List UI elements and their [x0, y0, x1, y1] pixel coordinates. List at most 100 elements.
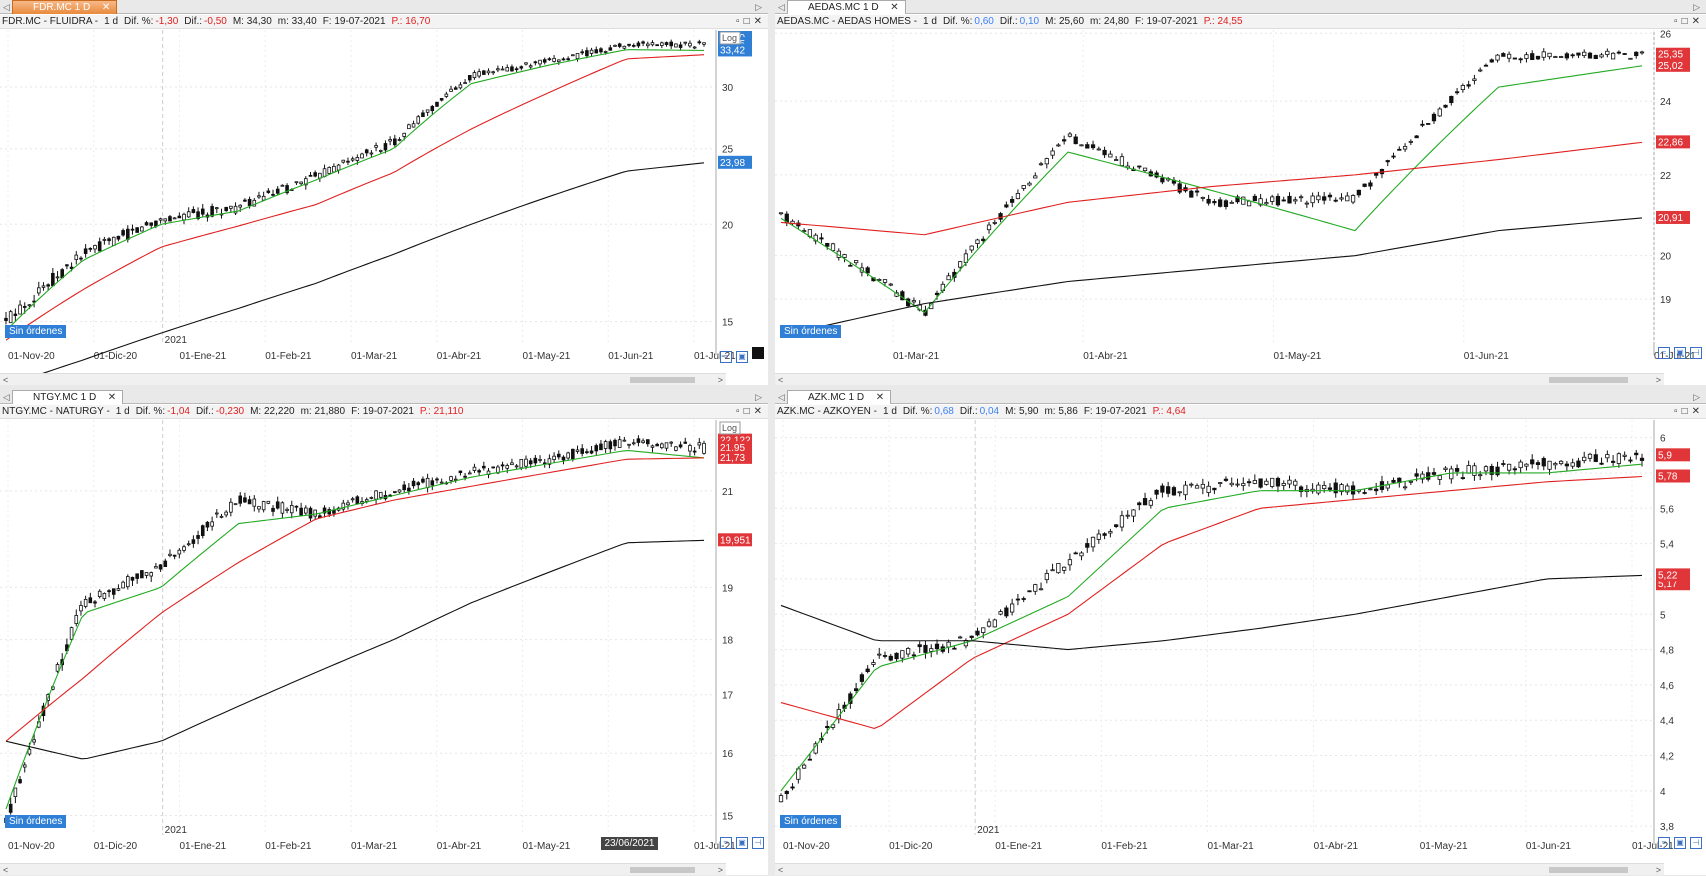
scroll-left-arrow[interactable]: <	[3, 375, 9, 385]
orders-badge[interactable]: Sin órdenes	[5, 815, 67, 828]
candle	[1212, 487, 1217, 495]
tab-scroll-left[interactable]: ◁	[778, 392, 785, 402]
candle	[1287, 192, 1292, 204]
candle	[1437, 107, 1442, 117]
wave-icon[interactable]: ≈	[720, 351, 732, 363]
chart-tab[interactable]: FDR.MC 1 D ✕	[12, 0, 118, 14]
price-chart[interactable]: 15 16 17 18 19 21 01-Nov-20 01-Dic-20 01-Ene-21 0…	[0, 420, 768, 863]
candle	[1027, 181, 1032, 187]
chart-tab[interactable]: AEDAS.MC 1 D ✕	[787, 0, 906, 14]
candle	[491, 70, 495, 75]
log-scale-toggle[interactable]: Log	[719, 421, 741, 435]
expand-icon[interactable]	[752, 347, 764, 359]
candle	[575, 445, 580, 454]
candle	[589, 446, 594, 455]
candle	[1564, 51, 1570, 61]
candle	[683, 41, 688, 46]
header-min: m: 24,80	[1090, 16, 1129, 27]
close-tab-icon[interactable]: ✕	[107, 392, 117, 403]
candle	[135, 227, 139, 233]
scroll-left-arrow[interactable]: <	[3, 865, 9, 875]
candle	[1085, 538, 1090, 553]
candle	[1218, 197, 1223, 208]
save-icon[interactable]: ▣	[1674, 347, 1686, 359]
tab-scroll-left[interactable]: ◁	[3, 2, 10, 12]
candle	[1408, 139, 1413, 146]
expand-icon[interactable]: ⊣	[752, 837, 764, 849]
save-icon[interactable]: ▣	[1674, 837, 1686, 849]
tab-scroll-right[interactable]: ▷	[1693, 2, 1700, 12]
close-tab-icon[interactable]: ✕	[890, 2, 899, 13]
candle	[1553, 461, 1558, 470]
candle	[1200, 478, 1205, 495]
save-icon[interactable]: ▣	[736, 351, 748, 363]
tab-scroll-right[interactable]: ▷	[755, 392, 762, 402]
tab-scroll-left[interactable]: ◁	[3, 392, 10, 402]
candle	[1426, 466, 1431, 482]
horizontal-scrollbar[interactable]: < >	[0, 863, 726, 875]
chart-pane-fdr[interactable]: ◁ FDR.MC 1 D ✕ ▷ FDR.MC - FLUIDRA - 1 d Dif. %…	[0, 0, 768, 385]
wave-icon[interactable]: ≈	[720, 837, 732, 849]
candle	[1431, 112, 1437, 125]
scroll-thumb[interactable]	[1548, 377, 1628, 383]
chart-tab[interactable]: NTGY.MC 1 D ✕	[12, 390, 124, 404]
scroll-right-arrow[interactable]: >	[1655, 375, 1661, 385]
chart-pane-ntgy[interactable]: ◁ NTGY.MC 1 D ✕ ▷ NTGY.MC - NATURGY - 1 d Dif.…	[0, 390, 768, 875]
candle	[1402, 143, 1408, 152]
header-min: m: 21,880	[300, 406, 346, 417]
orders-badge[interactable]: Sin órdenes	[5, 325, 67, 338]
price-chart[interactable]: 15 20 25 30 01-Nov-20 01-Dic-20 01-Ene-21 01-Fe…	[0, 30, 768, 373]
candle	[186, 207, 191, 218]
candle	[102, 236, 107, 245]
scroll-right-arrow[interactable]: >	[717, 375, 723, 385]
horizontal-scrollbar[interactable]: < >	[775, 863, 1664, 875]
window-controls[interactable]: ▫□✕	[1674, 406, 1704, 417]
chart-pane-aedas[interactable]: ◁ AEDAS.MC 1 D ✕ ▷ AEDAS.MC - AEDAS HOMES - 1…	[775, 0, 1706, 385]
scroll-right-arrow[interactable]: >	[1655, 865, 1661, 875]
scroll-left-arrow[interactable]: <	[778, 865, 784, 875]
scroll-thumb[interactable]	[630, 867, 695, 873]
wave-icon[interactable]: ≈	[1658, 837, 1670, 849]
candle	[350, 496, 355, 503]
scroll-thumb[interactable]	[1548, 867, 1628, 873]
window-controls[interactable]: ▫□✕	[736, 16, 766, 27]
y-tick-label: 5	[1660, 610, 1666, 621]
candle	[510, 64, 514, 72]
candle	[688, 40, 692, 48]
price-chart[interactable]: 19 20 22 24 26 01-Mar-21 01-Abr-21 01-May-21 01-…	[775, 30, 1706, 373]
x-tick-label: 01-Jun-21	[1526, 841, 1571, 852]
chart-pane-azk[interactable]: ◁ AZK.MC 1 D ✕ ▷ AZK.MC - AZKOYEN - 1 d Dif. %…	[775, 390, 1706, 875]
price-chart[interactable]: 3,844,24,44,64,855,25,45,65,8601-Nov-200…	[775, 420, 1706, 863]
orders-badge[interactable]: Sin órdenes	[780, 325, 842, 338]
candle	[435, 477, 439, 484]
candle	[1628, 456, 1633, 464]
scroll-right-arrow[interactable]: >	[717, 865, 723, 875]
candle	[444, 91, 449, 99]
series-sma-black	[780, 574, 1643, 651]
header-dif-label: Dif.:	[999, 16, 1018, 27]
tab-scroll-left[interactable]: ◁	[778, 2, 785, 12]
expand-icon[interactable]: ⊣	[1690, 837, 1702, 849]
save-icon[interactable]: ▣	[736, 837, 748, 849]
price-tag: 25,35	[1656, 47, 1690, 61]
chart-tab[interactable]: AZK.MC 1 D ✕	[787, 390, 892, 404]
horizontal-scrollbar[interactable]: < >	[775, 373, 1664, 385]
x-tick-label: 01-Mar-21	[893, 351, 940, 362]
orders-badge[interactable]: Sin órdenes	[780, 815, 842, 828]
close-tab-icon[interactable]: ✕	[101, 2, 111, 13]
expand-icon[interactable]: ⊣	[1690, 347, 1702, 359]
horizontal-scrollbar[interactable]: < >	[0, 373, 726, 385]
log-scale-toggle[interactable]: Log	[719, 31, 741, 45]
tab-scroll-right[interactable]: ▷	[1693, 392, 1700, 402]
tab-scroll-right[interactable]: ▷	[755, 2, 762, 12]
candle	[1339, 193, 1344, 202]
scroll-thumb[interactable]	[630, 377, 695, 383]
candle	[1524, 463, 1529, 471]
scroll-left-arrow[interactable]: <	[778, 375, 784, 385]
candle	[650, 444, 655, 453]
close-tab-icon[interactable]: ✕	[875, 392, 885, 403]
window-controls[interactable]: ▫□✕	[736, 406, 766, 417]
wave-icon[interactable]: ≈	[1658, 347, 1670, 359]
y-tick-label: 5,4	[1660, 540, 1674, 551]
window-controls[interactable]: ▫□✕	[1674, 16, 1704, 27]
